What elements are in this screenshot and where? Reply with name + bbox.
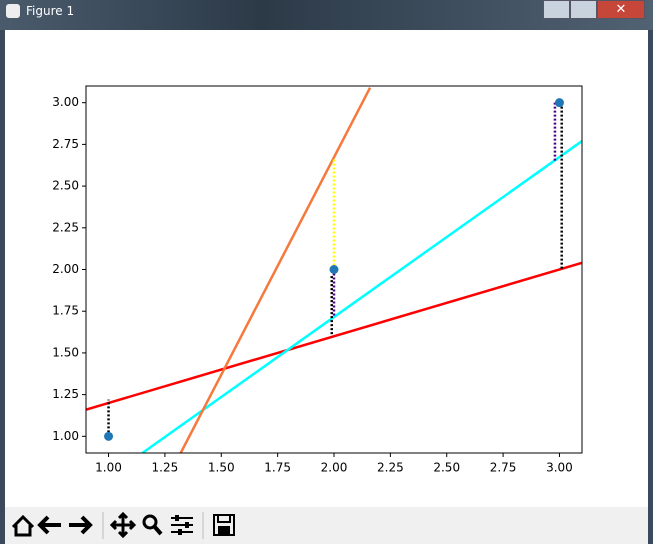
y-tick-label: 2.00 bbox=[52, 262, 79, 276]
x-tick-label: 1.50 bbox=[208, 461, 235, 475]
save-button[interactable] bbox=[213, 514, 235, 536]
y-tick-label: 1.50 bbox=[52, 345, 79, 359]
y-tick-label: 2.75 bbox=[52, 137, 79, 151]
data-point bbox=[329, 265, 339, 274]
forward-button[interactable] bbox=[69, 515, 93, 535]
close-button[interactable]: ✕ bbox=[597, 0, 645, 19]
app-icon bbox=[6, 4, 20, 18]
toolbar-icons bbox=[11, 511, 235, 539]
toolbar bbox=[5, 507, 648, 544]
back-button[interactable] bbox=[37, 515, 61, 535]
x-tick-label: 2.75 bbox=[490, 461, 517, 475]
x-tick-label: 2.50 bbox=[433, 461, 460, 475]
y-tick-label: 1.25 bbox=[52, 387, 79, 401]
y-tick-label: 3.00 bbox=[52, 95, 79, 109]
fit-line bbox=[86, 261, 582, 411]
y-tick-label: 2.50 bbox=[52, 179, 79, 193]
maximize-button[interactable] bbox=[570, 0, 597, 19]
title-bar: Figure 1 ✕ bbox=[0, 0, 653, 30]
x-tick-label: 1.25 bbox=[152, 461, 179, 475]
home-button[interactable] bbox=[11, 514, 35, 537]
fit-line bbox=[179, 87, 372, 453]
y-tick-label: 1.75 bbox=[52, 304, 79, 318]
x-tick-label: 1.00 bbox=[95, 461, 122, 475]
data-point bbox=[104, 431, 114, 441]
figure-canvas: 1.00 1.25 1.50 1.75 2.00 2.25 2.50 2.75 3.00 1.00… bbox=[5, 30, 648, 507]
minimize-button[interactable] bbox=[543, 0, 570, 19]
y-tick-label: 1.00 bbox=[52, 429, 79, 443]
x-tick-label: 1.75 bbox=[264, 461, 291, 475]
axes-frame bbox=[85, 85, 583, 454]
x-tick-label: 2.00 bbox=[321, 461, 348, 475]
configure-button[interactable] bbox=[171, 515, 193, 535]
data-point bbox=[554, 98, 564, 108]
x-tick-label: 3.00 bbox=[546, 461, 573, 475]
fit-line bbox=[141, 140, 582, 453]
x-tick-label: 2.25 bbox=[377, 461, 404, 475]
window-title: Figure 1 bbox=[26, 4, 75, 18]
zoom-button[interactable] bbox=[142, 514, 163, 536]
pan-button[interactable] bbox=[109, 511, 137, 539]
y-tick-label: 2.25 bbox=[52, 220, 79, 234]
plot-area bbox=[86, 87, 582, 453]
